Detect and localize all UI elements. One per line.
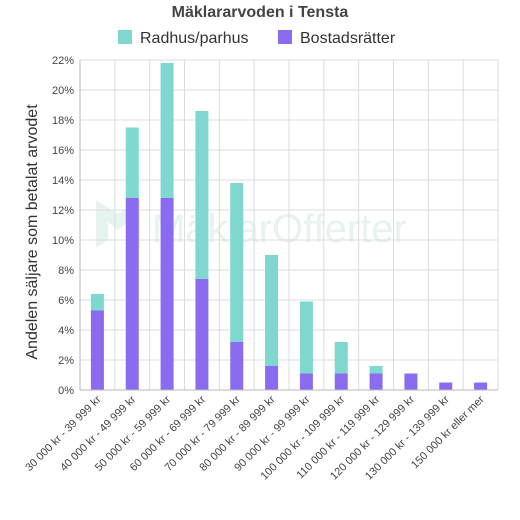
bar-radhus-parhus (230, 183, 244, 342)
bar-bostadsratter (404, 373, 418, 390)
bar-bostadsratter (299, 373, 313, 390)
y-tick-label: 18% (52, 115, 74, 127)
y-tick-label: 8% (58, 265, 74, 277)
bar-bostadsratter (230, 342, 244, 390)
chart-title: Mäklararvoden i Tensta (172, 4, 349, 21)
y-tick-label: 22% (52, 55, 74, 67)
bar-bostadsratter (195, 279, 209, 390)
bar-radhus-parhus (369, 366, 383, 374)
y-tick-label: 20% (52, 85, 74, 97)
bar-bostadsratter (125, 198, 139, 390)
bar-radhus-parhus (160, 63, 174, 198)
watermark: MäklarOfferter (96, 200, 407, 251)
bar-bostadsratter (265, 366, 279, 390)
bar-radhus-parhus (90, 294, 104, 311)
y-axis-label: Andelen säljare som betalat arvodet (24, 104, 41, 360)
bar-radhus-parhus (265, 255, 279, 366)
legend-label: Radhus/parhus (140, 30, 249, 47)
bar-bostadsratter (160, 198, 174, 390)
watermark-text: MäklarOfferter (152, 207, 407, 251)
y-tick-label: 14% (52, 175, 74, 187)
y-tick-labels: 0% 2% 4% 6% 8% 10% 12% 14% 16% 18% 20% 22% (52, 55, 74, 397)
y-tick-label: 2% (58, 355, 74, 367)
bar-radhus-parhus (299, 301, 313, 374)
legend: Radhus/parhus Bostadsrätter (118, 30, 396, 47)
bar-radhus-parhus (125, 127, 139, 198)
legend-swatch (118, 30, 132, 44)
axes (79, 60, 498, 391)
bar-radhus-parhus (334, 342, 348, 374)
y-tick-label: 0% (58, 385, 74, 397)
y-tick-label: 6% (58, 295, 74, 307)
bar-bostadsratter (439, 382, 453, 390)
bar-radhus-parhus (195, 111, 209, 279)
y-tick-label: 4% (58, 325, 74, 337)
grid-lines (80, 59, 499, 391)
y-tick-label: 12% (52, 205, 74, 217)
bars (90, 63, 488, 390)
y-tick-label: 16% (52, 145, 74, 157)
bar-bostadsratter (474, 382, 488, 390)
legend-label: Bostadsrätter (300, 30, 396, 47)
bar-bostadsratter (90, 310, 104, 390)
bar-bostadsratter (334, 373, 348, 390)
legend-swatch (278, 30, 292, 44)
y-tick-label: 10% (52, 235, 74, 247)
bar-bostadsratter (369, 373, 383, 390)
